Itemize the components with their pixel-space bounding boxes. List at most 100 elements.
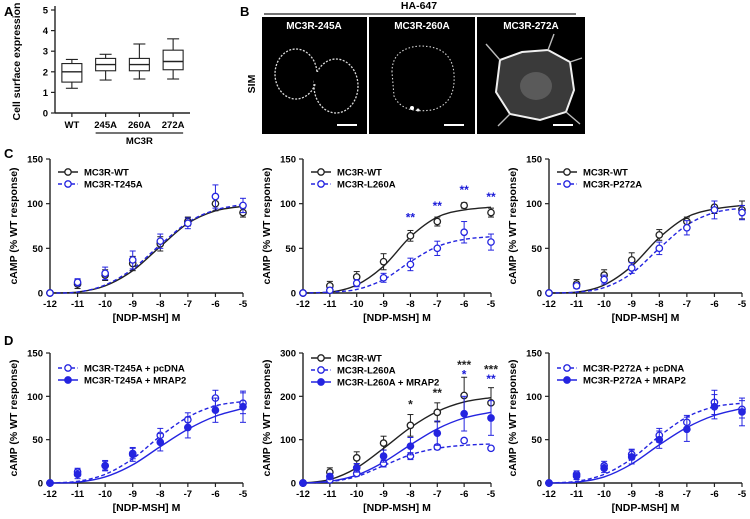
x-tick-label: -9: [379, 299, 387, 310]
significance-marker: **: [433, 386, 443, 400]
data-point: [406, 421, 415, 430]
x-tick-label: -7: [184, 489, 192, 500]
x-axis-label: [NDP-MSH] M: [113, 502, 181, 514]
data-point: [211, 192, 220, 201]
legend-marker: [317, 180, 325, 188]
y-tick-label: 150: [280, 155, 296, 166]
legend-label: MC3R-L260A: [337, 180, 396, 191]
micrograph-2: MC3R-260A: [369, 17, 475, 134]
legend-label: MC3R-WT: [84, 168, 129, 179]
data-point: [600, 464, 608, 473]
legend-label: MC3R-P272A + MRAP2: [583, 376, 686, 387]
y-tick-label: 0: [537, 289, 542, 300]
fit-curve: [49, 407, 244, 484]
x-tick-label: -6: [460, 489, 468, 500]
x-tick-label: -8: [156, 299, 164, 310]
data-point: [406, 231, 415, 240]
data-point: [545, 479, 553, 487]
data-point: [352, 463, 361, 472]
data-point: [460, 228, 468, 237]
data-point: [379, 257, 388, 266]
legend-label: MC3R-T245A + pcDNA: [84, 364, 185, 375]
x-axis-label: [NDP-MSH] M: [612, 502, 680, 514]
cell-outline-245a: [274, 48, 359, 114]
x-tick-label: -7: [433, 489, 441, 500]
data-point: [406, 260, 415, 269]
data-point: [46, 479, 54, 487]
panel-label-a: A: [4, 4, 14, 19]
data-point: [326, 472, 334, 481]
data-point: [627, 453, 636, 461]
legend-marker: [317, 168, 325, 176]
x-axis-label: [NDP-MSH] M: [363, 312, 431, 324]
data-point: [572, 282, 581, 290]
panel-d-t245a-mrap2-curve: 0 50 100 150 -12 -11 -10 -9 -8 -7 -6 -5 [NDP-MSH] M c…: [8, 349, 248, 515]
y-tick-label: 0: [291, 479, 296, 490]
legend-marker: [317, 378, 325, 386]
legend-marker: [317, 354, 325, 362]
x-tick-label: -10: [98, 299, 112, 310]
x-axis-label: [NDP-MSH] M: [113, 312, 181, 324]
data-point: [46, 289, 54, 297]
legend-marker: [64, 180, 72, 188]
data-point: [683, 425, 691, 434]
significance-marker: **: [486, 372, 496, 386]
data-point: [710, 402, 719, 411]
significance-marker: ***: [484, 362, 498, 376]
legend-label: MC3R-WT: [337, 168, 382, 179]
panel-label-c: C: [4, 146, 14, 161]
y-tick-label: 5: [43, 6, 49, 17]
x-tick-label: -7: [433, 299, 441, 310]
legend-marker: [64, 376, 72, 384]
legend-marker: [563, 168, 571, 176]
data-point: [128, 256, 137, 264]
box: [61, 63, 83, 83]
y-tick-label: 300: [280, 349, 296, 360]
legend-label: MC3R-T245A: [84, 180, 143, 191]
x-tick-label: -6: [211, 299, 219, 310]
legend-marker: [563, 376, 571, 384]
panel-d-l260a-mrap2-curve: 0 100 200 300 -12 -11 -10 -9 -8 -7 -6 -5 [NDP-MSH] M…: [261, 349, 498, 515]
y-tick-label: 0: [38, 289, 43, 300]
y-tick-label: 100: [526, 199, 542, 210]
fit-curve: [548, 407, 743, 484]
y-tick-label: 150: [27, 349, 43, 360]
x-tick-label: -11: [71, 299, 85, 310]
x-tick-label: -5: [239, 299, 248, 310]
y-axis-label: cAMP (% WT response): [507, 359, 519, 476]
data-point: [460, 436, 468, 445]
x-tick-label: -5: [738, 299, 747, 310]
data-point: [299, 479, 307, 487]
panel-c-t245a-curve: 0 50 100 150 -12 -11 -10 -9 -8 -7 -6 -5 [NDP-MSH] M c…: [8, 155, 248, 325]
x-tick-label: 245A: [94, 120, 117, 131]
y-axis-label: cAMP (% WT response): [261, 359, 273, 476]
x-tick-label: -12: [296, 489, 310, 500]
data-point: [655, 244, 664, 253]
x-tick-label: -12: [542, 299, 556, 310]
x-tick-label: -12: [296, 299, 310, 310]
y-tick-label: 2: [43, 67, 48, 78]
data-point: [73, 470, 82, 479]
fit-curve: [49, 400, 244, 484]
y-tick-label: 0: [38, 479, 43, 490]
data-point: [627, 264, 636, 272]
x-tick-label: -8: [156, 489, 164, 500]
x-axis-label: [NDP-MSH] M: [363, 502, 431, 514]
x-tick-label: -10: [350, 489, 364, 500]
x-tick-label: -12: [43, 299, 57, 310]
legend-label: MC3R-P272A + pcDNA: [583, 364, 684, 375]
data-point: [299, 289, 307, 297]
y-tick-label: 1: [43, 88, 49, 99]
x-tick-label: -10: [597, 489, 611, 500]
y-tick-label: 100: [526, 392, 542, 403]
panel-label-d: D: [4, 333, 13, 348]
y-tick-label: 100: [280, 435, 296, 446]
fit-curve: [302, 206, 492, 294]
y-tick-label: 50: [285, 244, 296, 255]
data-point: [738, 408, 746, 416]
x-tick-label: -9: [627, 299, 635, 310]
y-tick-label: 0: [291, 289, 296, 300]
y-tick-label: 50: [531, 244, 542, 255]
x-tick-label: -10: [350, 299, 364, 310]
